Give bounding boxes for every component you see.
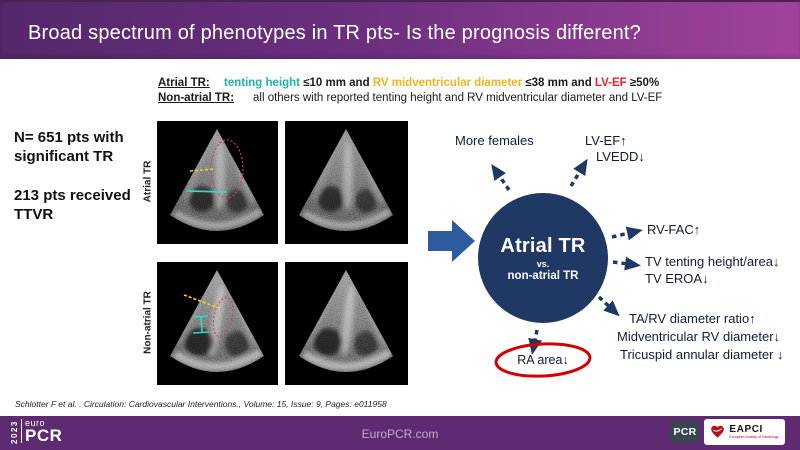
logo-euro: euro [25, 417, 46, 428]
definitions-block: Atrial TR: tenting height ≤10 mm and RV m… [158, 76, 662, 106]
slide-footer: 2023 euro PCR EuroPCR.com PCR EAPCI Euro… [0, 416, 800, 450]
arrow-more-females [491, 163, 511, 191]
europcr-url: EuroPCR.com [361, 427, 439, 441]
echo-image-nonatrial-annotated [157, 262, 278, 385]
echo-image-atrial-annotated [157, 121, 278, 244]
label-rvfac: RV-FAC↑ [647, 222, 701, 237]
definition-atrial: Atrial TR: tenting height ≤10 mm and RV m… [158, 76, 662, 91]
echo-annotations-atrial [186, 139, 244, 199]
non-atrial-text: all others with reported tenting height … [253, 92, 663, 104]
down-arrow-icon: ↓ [773, 329, 781, 344]
tenting-threshold: ≤10 mm and [300, 77, 373, 89]
circle-vs: vs. [536, 258, 550, 269]
arrow-tarv [597, 295, 620, 317]
big-blue-arrow [428, 220, 475, 262]
label-midventricular-rv: Midventricular RV diameter↓ [617, 329, 781, 344]
label-more-females: More females [455, 133, 534, 148]
circle-title: Atrial TR [500, 234, 586, 257]
circle-subtitle: non-atrial TR [507, 269, 579, 282]
arrow-tv-tenting [612, 256, 641, 271]
stat-n-patients: N= 651 pts with significant TR [14, 129, 124, 165]
label-lvedd: LVEDD↓ [596, 149, 645, 164]
label-ra-area: RA area↓ [517, 353, 569, 367]
down-arrow-icon: ↓ [702, 271, 709, 286]
up-arrow-icon: ↑ [693, 222, 701, 237]
echo-image-nonatrial-plain [285, 262, 408, 385]
definition-non-atrial: Non-atrial TR: all others with reported t… [158, 91, 662, 106]
echo-row-label-atrial: Atrial TR [142, 160, 154, 203]
logo-separator [21, 419, 22, 443]
label-tv-eroa: TV EROA↓ [645, 271, 709, 286]
logo-pcr: PCR [25, 425, 63, 445]
slide-title: Broad spectrum of phenotypes in TR pts- … [28, 22, 641, 44]
rv-threshold: ≤38 mm and [522, 77, 595, 89]
label-tarv-ratio: TA/RV diameter ratio↑ [629, 311, 756, 326]
atrial-vs-nonatrial-circle: Atrial TR vs. non-atrial TR [478, 193, 608, 323]
eapci-heart-icon [711, 425, 725, 438]
eapci-logo: EAPCI European Society of Cardiology [704, 419, 785, 445]
slide-header: Broad spectrum of phenotypes in TR pts- … [0, 0, 800, 59]
atrial-tr-label: Atrial TR: [158, 77, 210, 89]
pcr-badge-logo: PCR [671, 421, 699, 442]
rv-diameter-term: RV midventricular diameter [372, 77, 523, 89]
up-arrow-icon: ↑ [620, 133, 627, 148]
eapci-subtitle: European Society of Cardiology [729, 434, 779, 439]
arrow-rvfac [611, 226, 643, 241]
citation: Schlotter F et al. . Circulation: Cardio… [15, 399, 387, 409]
europcr-2023-logo: 2023 euro PCR [10, 418, 62, 444]
label-tricuspid-annular: Tricuspid annular diameter ↓ [620, 347, 784, 362]
tenting-height-term: tenting height [224, 77, 301, 89]
down-arrow-icon: ↓ [777, 347, 784, 362]
up-arrow-icon: ↑ [749, 311, 756, 326]
label-tv-tenting: TV tenting height/area↓ [645, 254, 780, 269]
lvef-threshold: ≥50% [626, 77, 660, 89]
echo-image-atrial-plain [285, 121, 408, 244]
arrow-lvef [569, 158, 588, 187]
study-stats: N= 651 pts with significant TR 213 pts r… [14, 128, 142, 224]
label-lvef: LV-EF↑ [585, 133, 627, 148]
down-arrow-icon: ↓ [562, 353, 569, 367]
stat-ttvr-patients: 213 pts received TTVR [14, 187, 131, 223]
lvef-term: LV-EF [594, 77, 627, 89]
echo-annotations-nonatrial [183, 294, 234, 338]
eapci-name: EAPCI [729, 423, 763, 435]
down-arrow-icon: ↓ [638, 149, 645, 164]
down-arrow-icon: ↓ [772, 254, 780, 269]
echo-row-label-non-atrial: Non-atrial TR [142, 291, 154, 354]
arrow-ra-area [528, 329, 543, 355]
non-atrial-tr-label: Non-atrial TR: [158, 92, 235, 104]
